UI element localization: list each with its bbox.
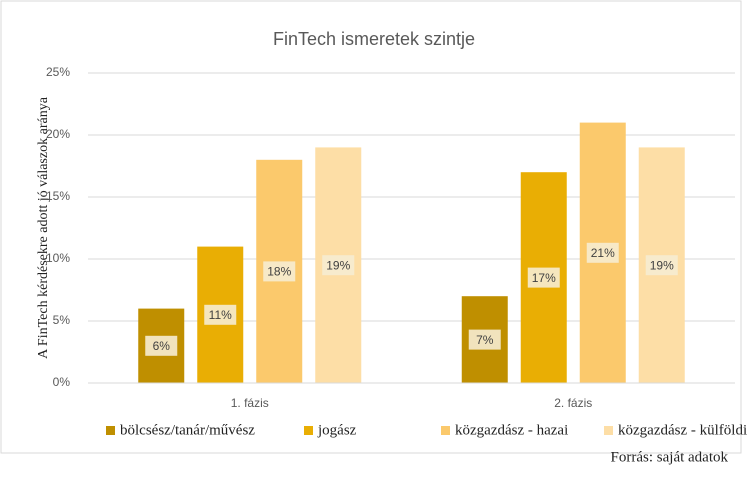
y-tick-label: 5% <box>53 313 71 327</box>
source-note: Forrás: saját adatok <box>611 449 729 465</box>
y-tick-label: 20% <box>46 127 70 141</box>
value-label-bg <box>645 255 678 276</box>
y-tick-label: 15% <box>46 189 70 203</box>
value-label: 6% <box>153 339 171 353</box>
legend-label: jogász <box>317 422 357 438</box>
value-label-bg <box>322 255 355 276</box>
x-tick-label: 2. fázis <box>554 396 592 410</box>
chart-title: FinTech ismeretek szintje <box>273 29 475 49</box>
y-tick-label: 0% <box>53 375 71 389</box>
legend-swatch <box>106 426 115 435</box>
value-label-bg <box>468 329 501 350</box>
x-tick-label: 1. fázis <box>231 396 269 410</box>
value-label-bg <box>204 304 237 325</box>
legend-swatch <box>304 426 313 435</box>
value-label-bg <box>527 267 560 288</box>
y-axis-label: A FinTech kérdésekre adott jó válaszok a… <box>36 96 51 359</box>
value-label: 18% <box>267 265 291 279</box>
value-label-bg <box>586 242 619 263</box>
value-label: 7% <box>476 333 494 347</box>
y-tick-label: 25% <box>46 65 70 79</box>
value-label-bg <box>145 335 178 356</box>
legend-label: közgazdász - külföldi <box>618 422 747 438</box>
legend-swatch <box>604 426 613 435</box>
value-label: 21% <box>591 246 615 260</box>
legend-label: közgazdász - hazai <box>455 422 568 438</box>
value-label-bg <box>263 261 296 282</box>
value-label: 11% <box>209 308 232 322</box>
legend-swatch <box>441 426 450 435</box>
value-label: 19% <box>650 258 674 272</box>
y-tick-label: 10% <box>46 251 70 265</box>
value-label: 19% <box>326 258 350 272</box>
value-label: 17% <box>532 271 556 285</box>
legend-label: bölcsész/tanár/művész <box>120 422 255 438</box>
chart-border <box>0 0 742 454</box>
